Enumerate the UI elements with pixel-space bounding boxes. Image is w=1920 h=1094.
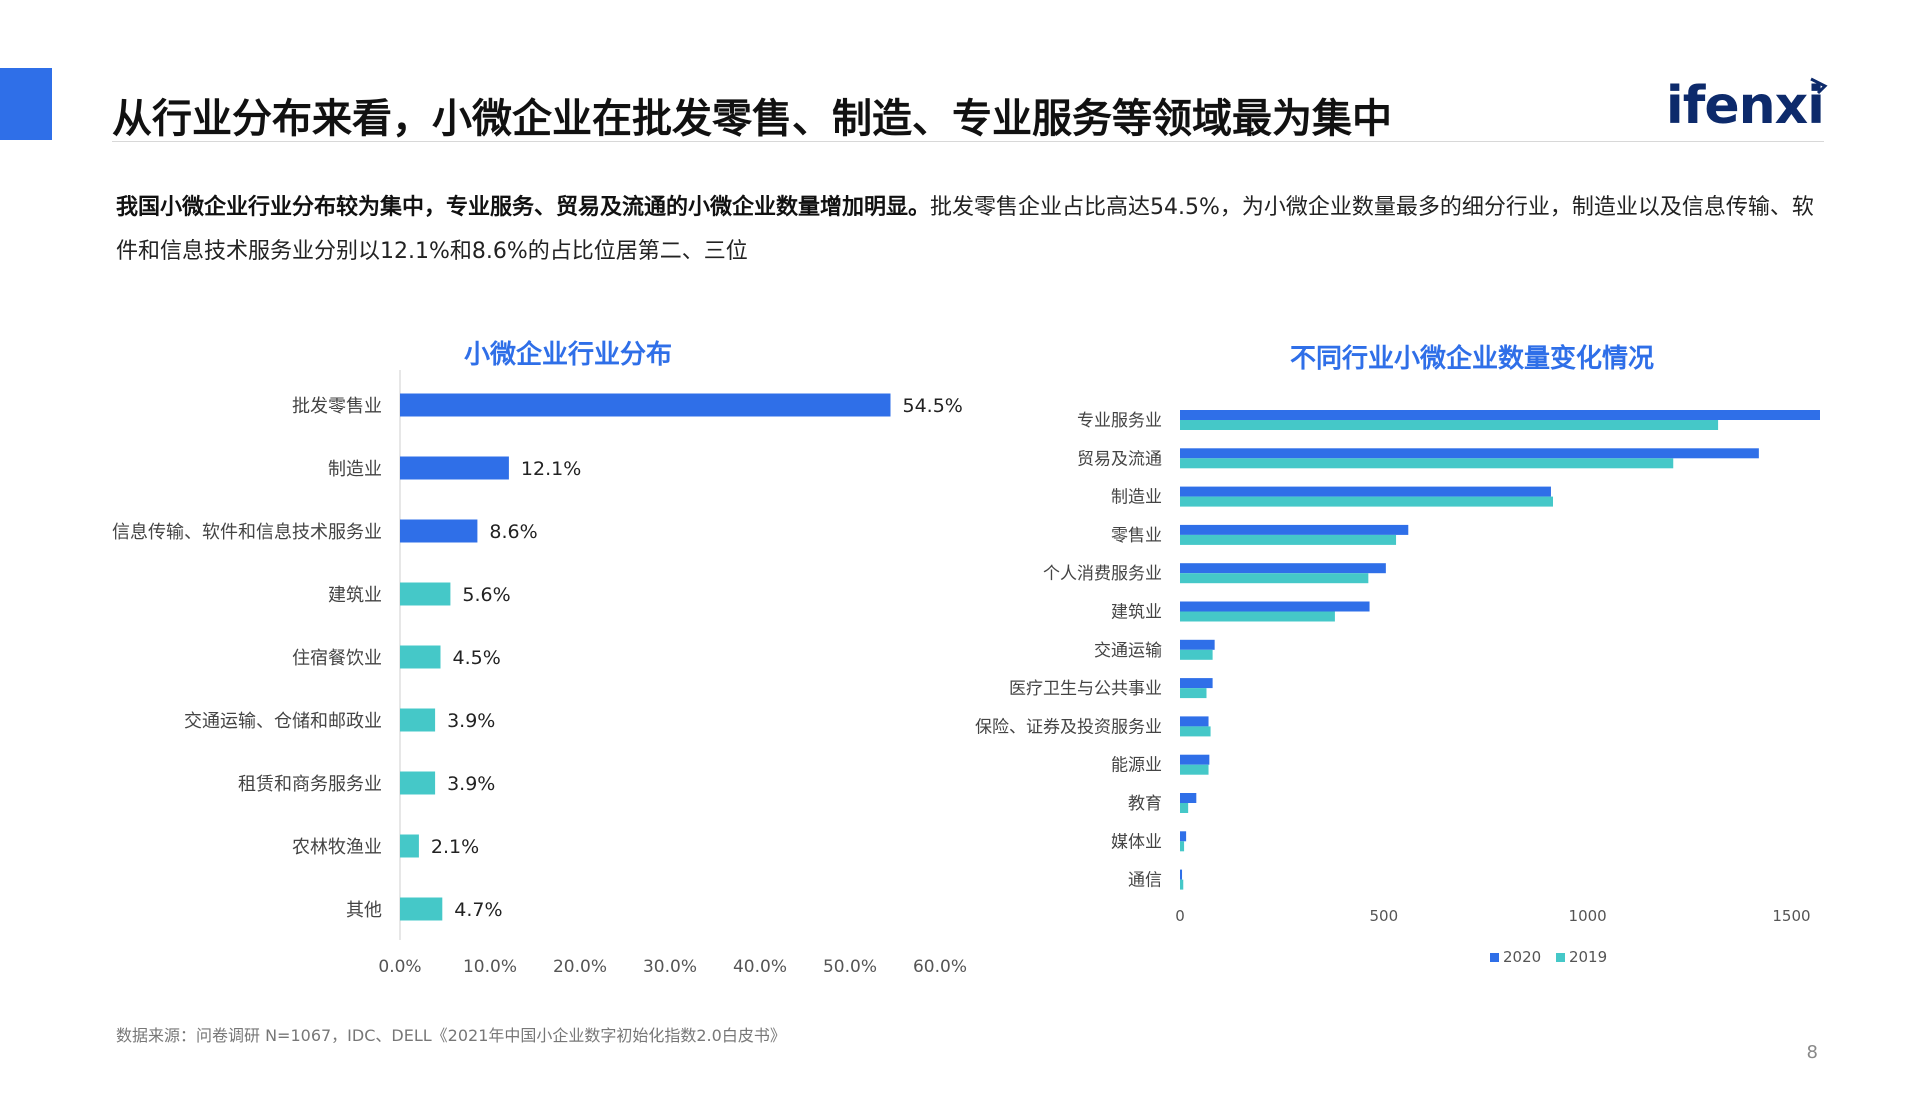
logo-arrow-icon — [1810, 77, 1828, 95]
bar — [400, 897, 443, 921]
category-label: 信息传输、软件和信息技术服务业 — [112, 522, 382, 543]
legend-label-2020: 2020 — [1503, 948, 1542, 966]
category-label: 贸易及流通 — [1077, 449, 1162, 469]
bar-2019 — [1180, 534, 1397, 545]
left-chart-title: 小微企业行业分布 — [464, 340, 673, 370]
bar-2019 — [1180, 496, 1553, 507]
category-label: 租赁和商务服务业 — [238, 774, 382, 795]
bar — [400, 708, 436, 732]
x-tick-label: 0 — [1175, 907, 1185, 925]
data-label: 4.5% — [453, 647, 501, 669]
x-tick-label: 1000 — [1569, 907, 1607, 925]
category-label: 媒体业 — [1111, 832, 1162, 852]
category-label: 农林牧渔业 — [292, 837, 382, 858]
bar-2020 — [1180, 754, 1210, 765]
data-label: 2.1% — [431, 836, 479, 858]
bar — [400, 519, 478, 543]
bar-2020 — [1180, 524, 1409, 535]
category-label: 制造业 — [328, 459, 382, 480]
bar-2020 — [1180, 601, 1370, 612]
x-tick-label: 40.0% — [733, 957, 787, 977]
bar-2020 — [1180, 716, 1209, 727]
data-label: 54.5% — [903, 395, 963, 417]
category-label: 医疗卫生与公共事业 — [1009, 679, 1162, 699]
intro-bold-text: 我国小微企业行业分布较为集中，专业服务、贸易及流通的小微企业数量增加明显。 — [116, 195, 931, 220]
data-label: 4.7% — [454, 899, 502, 921]
bar-2020 — [1180, 831, 1187, 842]
bar-2019 — [1180, 764, 1209, 775]
category-label: 专业服务业 — [1077, 411, 1162, 431]
bar-2020 — [1180, 639, 1215, 650]
data-label: 5.6% — [462, 584, 510, 606]
bar-2019 — [1180, 841, 1185, 852]
title-accent-bar — [0, 68, 52, 140]
category-label: 建筑业 — [328, 585, 382, 606]
bar — [400, 456, 509, 480]
x-tick-label: 50.0% — [823, 957, 877, 977]
x-tick-label: 60.0% — [913, 957, 967, 977]
bar — [400, 834, 419, 858]
bar-2020 — [1180, 563, 1386, 574]
category-label: 零售业 — [1111, 526, 1162, 546]
right-chart-title: 不同行业小微企业数量变化情况 — [1290, 344, 1655, 374]
category-label: 建筑业 — [1111, 603, 1162, 623]
x-tick-label: 1500 — [1772, 907, 1810, 925]
x-tick-label: 30.0% — [643, 957, 697, 977]
title-divider — [112, 141, 1824, 142]
legend-swatch-2020 — [1490, 953, 1499, 962]
x-tick-label: 500 — [1370, 907, 1399, 925]
category-label: 通信 — [1128, 871, 1162, 891]
bar-2019 — [1180, 649, 1213, 660]
bar-2019 — [1180, 688, 1207, 699]
data-label: 3.9% — [447, 773, 495, 795]
x-tick-label: 10.0% — [463, 957, 517, 977]
category-label: 其他 — [346, 900, 382, 921]
category-label: 制造业 — [1111, 488, 1162, 508]
bar-2020 — [1180, 410, 1820, 420]
category-label: 教育 — [1128, 794, 1162, 814]
category-label: 交通运输 — [1094, 641, 1162, 661]
bar-2020 — [1180, 678, 1213, 689]
category-label: 个人消费服务业 — [1043, 564, 1162, 584]
category-label: 住宿餐饮业 — [292, 648, 382, 669]
page-title: 从行业分布来看，小微企业在批发零售、制造、专业服务等领域最为集中 — [112, 96, 1392, 142]
bar-2019 — [1180, 879, 1184, 890]
bar — [400, 582, 451, 606]
legend-label-2019: 2019 — [1568, 948, 1608, 966]
bar-2020 — [1180, 793, 1197, 803]
data-label: 3.9% — [447, 710, 495, 732]
bar-2019 — [1180, 803, 1189, 813]
x-tick-label: 0.0% — [378, 957, 421, 977]
data-label: 8.6% — [489, 521, 537, 543]
data-label: 12.1% — [521, 458, 581, 480]
legend-swatch-2019 — [1555, 953, 1565, 962]
industry-distribution-chart: 批发零售业 54.5% 制造业 12.1% 信息传输、软件和信息技术服务业 8.6% 建筑业… — [112, 370, 967, 977]
bar — [400, 645, 441, 669]
data-source-note: 数据来源：问卷调研 N=1067，IDC、DELL《2021年中国小企业数字初始… — [116, 1026, 786, 1045]
right-chart-legend: 2020 2019 — [1480, 948, 1607, 966]
bar-2020 — [1180, 869, 1183, 880]
category-label: 批发零售业 — [292, 396, 382, 417]
bar-2019 — [1180, 458, 1674, 469]
intro-paragraph: 我国小微企业行业分布较为集中，专业服务、贸易及流通的小微企业数量增加明显。批发零… — [116, 186, 1816, 274]
category-label: 交通运输、仓储和邮政业 — [184, 711, 382, 732]
x-tick-label: 20.0% — [553, 957, 607, 977]
category-label: 能源业 — [1111, 756, 1162, 776]
bar-2019 — [1180, 611, 1335, 622]
intro-text: 批发零售企业占比高达54.5%，为小微企业数量最多的细分行业，制造业以及信息传输… — [116, 195, 1814, 264]
ifenxi-logo: ifenxi — [1665, 76, 1825, 136]
bar-2019 — [1180, 420, 1719, 430]
bar — [400, 771, 436, 795]
page-number: 8 — [1806, 1042, 1818, 1063]
bar-2019 — [1180, 573, 1369, 584]
bar-2019 — [1180, 726, 1211, 737]
industry-change-chart: 专业服务业贸易及流通制造业零售业个人消费服务业建筑业交通运输医疗卫生与公共事业保… — [975, 410, 1820, 925]
bar — [400, 393, 891, 417]
bar-2020 — [1180, 486, 1551, 497]
bar-2020 — [1180, 448, 1759, 459]
category-label: 保险、证券及投资服务业 — [975, 717, 1162, 737]
